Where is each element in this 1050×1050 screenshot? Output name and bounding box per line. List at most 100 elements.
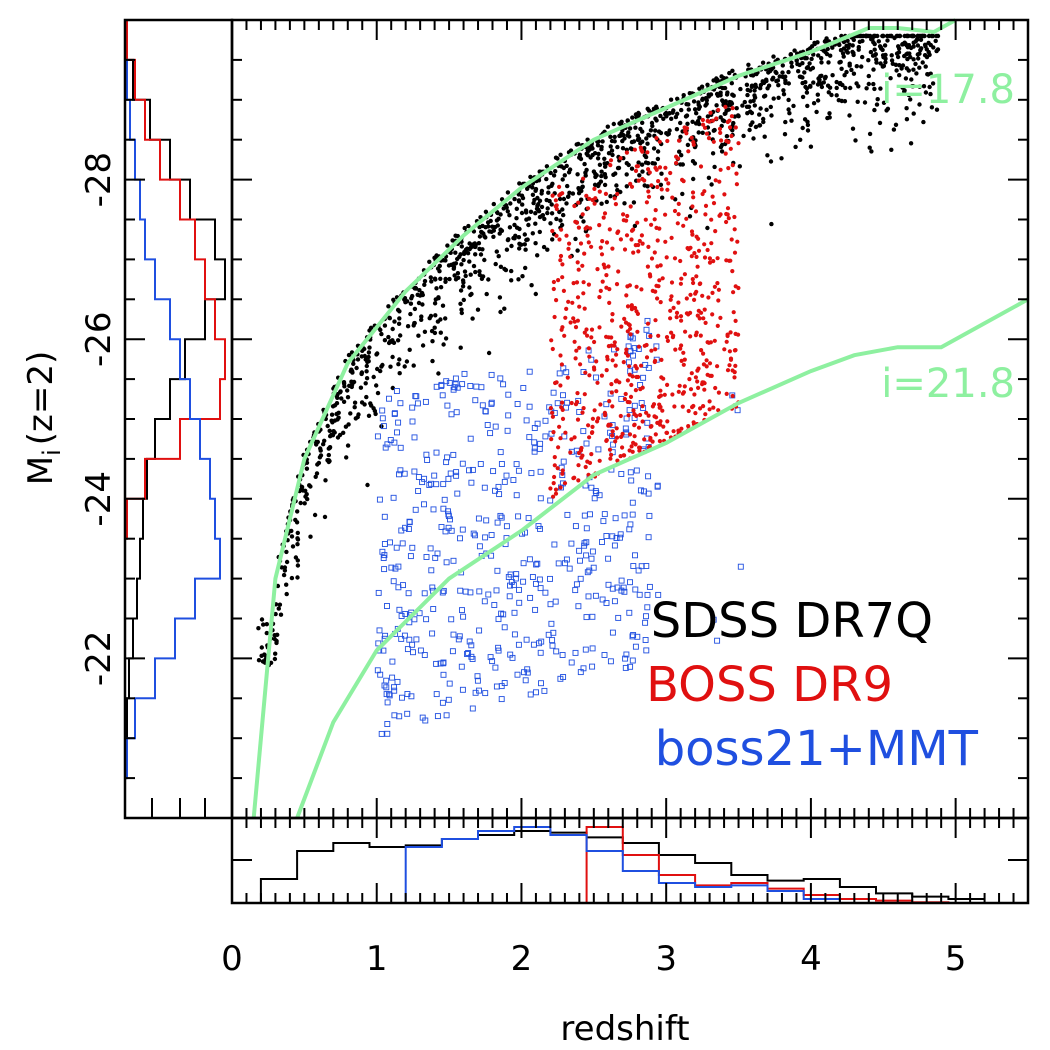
point-sdss-dr7q xyxy=(749,83,755,88)
point-boss21-mmt xyxy=(505,391,512,398)
point-boss-dr9 xyxy=(678,346,683,351)
point-boss21-mmt xyxy=(583,525,590,532)
point-sdss-dr7q xyxy=(677,149,682,154)
point-sdss-dr7q xyxy=(359,371,364,377)
point-sdss-dr7q xyxy=(596,151,601,157)
point-sdss-dr7q xyxy=(805,128,811,133)
point-sdss-dr7q xyxy=(548,221,553,226)
point-sdss-dr7q xyxy=(432,325,437,330)
point-sdss-dr7q xyxy=(459,244,464,249)
point-boss21-mmt xyxy=(428,480,434,487)
point-boss21-mmt xyxy=(461,370,468,377)
point-boss-dr9 xyxy=(652,217,657,222)
legend-entry-sdss: SDSS DR7Q xyxy=(651,593,933,649)
point-sdss-dr7q xyxy=(365,482,370,488)
point-sdss-dr7q xyxy=(405,324,411,329)
point-sdss-dr7q xyxy=(640,120,645,126)
point-sdss-dr7q xyxy=(921,119,926,125)
point-sdss-dr7q xyxy=(802,70,807,75)
point-boss21-mmt xyxy=(632,552,638,559)
point-sdss-dr7q xyxy=(364,369,369,374)
point-boss21-mmt xyxy=(560,392,566,399)
point-sdss-dr7q xyxy=(686,102,691,107)
point-sdss-dr7q xyxy=(528,174,533,180)
point-sdss-dr7q xyxy=(872,86,877,92)
point-sdss-dr7q xyxy=(830,73,835,78)
point-boss21-mmt xyxy=(407,553,414,560)
point-boss-dr9 xyxy=(592,408,597,413)
point-boss-dr9 xyxy=(715,364,720,369)
point-boss21-mmt xyxy=(523,417,530,424)
point-boss-dr9 xyxy=(560,471,565,476)
point-boss21-mmt xyxy=(456,633,463,640)
point-boss-dr9 xyxy=(550,193,555,198)
point-sdss-dr7q xyxy=(353,416,358,421)
point-sdss-dr7q xyxy=(636,111,642,117)
point-sdss-dr7q xyxy=(342,384,347,389)
point-boss-dr9 xyxy=(559,405,564,410)
point-boss-dr9 xyxy=(552,463,557,468)
point-boss-dr9 xyxy=(657,278,662,283)
point-boss21-mmt xyxy=(534,420,541,427)
svg-text:Mi(z=2): Mi(z=2) xyxy=(21,351,66,486)
point-boss21-mmt xyxy=(640,374,647,381)
point-boss21-mmt xyxy=(409,404,416,411)
point-boss21-mmt xyxy=(409,641,416,648)
point-boss-dr9 xyxy=(647,170,652,175)
point-boss21-mmt xyxy=(376,627,383,634)
point-boss-dr9 xyxy=(681,179,686,184)
point-boss-dr9 xyxy=(551,286,556,292)
point-sdss-dr7q xyxy=(447,276,452,282)
point-sdss-dr7q xyxy=(876,39,881,44)
point-sdss-dr7q xyxy=(718,90,723,95)
point-sdss-dr7q xyxy=(680,191,685,197)
point-boss-dr9 xyxy=(724,391,729,396)
point-sdss-dr7q xyxy=(705,114,711,119)
point-boss21-mmt xyxy=(495,616,502,623)
point-boss-dr9 xyxy=(707,361,713,366)
point-boss21-mmt xyxy=(397,400,404,407)
point-boss-dr9 xyxy=(609,390,614,395)
point-boss21-mmt xyxy=(645,490,652,497)
point-sdss-dr7q xyxy=(523,208,529,213)
point-sdss-dr7q xyxy=(599,144,604,150)
point-sdss-dr7q xyxy=(396,362,401,367)
point-boss-dr9 xyxy=(572,339,577,344)
point-boss-dr9 xyxy=(598,402,603,407)
point-sdss-dr7q xyxy=(382,338,388,343)
point-sdss-dr7q xyxy=(866,73,871,79)
point-sdss-dr7q xyxy=(838,48,844,53)
point-boss-dr9 xyxy=(628,181,633,186)
point-boss21-mmt xyxy=(447,470,454,477)
point-sdss-dr7q xyxy=(596,183,601,189)
point-sdss-dr7q xyxy=(477,234,483,239)
point-sdss-dr7q xyxy=(262,652,267,657)
point-sdss-dr7q xyxy=(583,173,588,178)
point-boss21-mmt xyxy=(433,449,440,456)
point-boss-dr9 xyxy=(676,300,681,305)
point-boss-dr9 xyxy=(560,468,565,473)
point-boss-dr9 xyxy=(551,481,556,486)
point-boss-dr9 xyxy=(655,420,660,425)
point-boss21-mmt xyxy=(390,578,397,585)
point-boss-dr9 xyxy=(672,256,678,261)
point-boss-dr9 xyxy=(610,246,615,251)
point-boss21-mmt xyxy=(537,495,544,502)
point-boss-dr9 xyxy=(631,408,636,413)
curve-label-i17-8: i=17.8 xyxy=(881,67,1015,113)
point-sdss-dr7q xyxy=(620,146,626,151)
point-sdss-dr7q xyxy=(742,99,747,105)
point-boss21-mmt xyxy=(620,584,627,591)
point-boss-dr9 xyxy=(644,410,649,415)
point-boss21-mmt xyxy=(466,467,472,474)
point-boss21-mmt xyxy=(434,550,441,557)
point-boss21-mmt xyxy=(737,563,744,570)
point-sdss-dr7q xyxy=(786,81,791,86)
point-boss21-mmt xyxy=(566,565,573,572)
point-boss21-mmt xyxy=(522,677,529,684)
point-boss-dr9 xyxy=(613,202,619,207)
point-boss21-mmt xyxy=(416,610,423,617)
point-boss21-mmt xyxy=(497,375,504,382)
point-boss-dr9 xyxy=(606,422,611,427)
point-boss-dr9 xyxy=(664,177,669,182)
